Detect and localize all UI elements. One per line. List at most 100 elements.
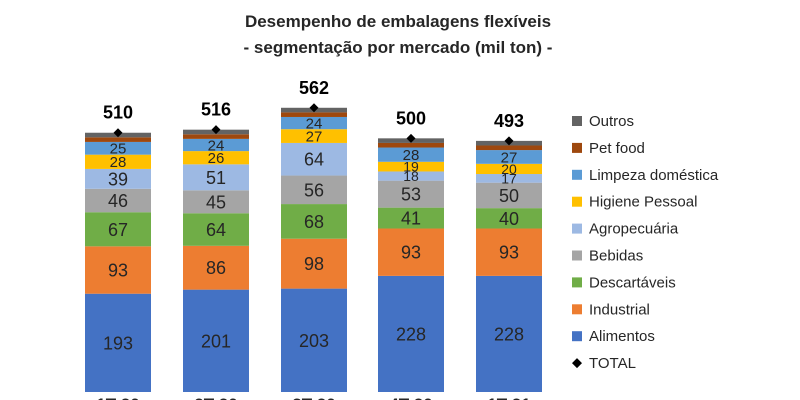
chart-subtitle: - segmentação por mercado (mil ton) - (244, 38, 553, 57)
total-label-2t-20: 516 (201, 100, 231, 120)
data-label-industrial-3t-20: 98 (304, 254, 324, 274)
legend-item-alimentos: Alimentos (572, 328, 655, 345)
bar-limpeza-domestica-3t-20 (281, 116, 347, 130)
bar-higiene-pessoal-4t-20 (378, 161, 444, 172)
bar-alimentos-1t-20 (85, 293, 151, 392)
bar-agropecuaria-3t-20 (281, 142, 347, 176)
bar-descartaveis-3t-20 (281, 204, 347, 239)
legend-swatch-higiene-pessoal (572, 196, 582, 207)
total-marker-3t-20 (309, 103, 319, 113)
bar-alimentos-1t-21 (476, 275, 542, 392)
bar-industrial-3t-20 (281, 238, 347, 289)
bar-industrial-1t-21 (476, 228, 542, 276)
bar-industrial-1t-20 (85, 246, 151, 294)
bar-pet-food-1t-21 (476, 145, 542, 151)
bar-alimentos-3t-20 (281, 288, 347, 392)
bar-alimentos-2t-20 (183, 289, 249, 392)
total-label-3t-20: 562 (299, 78, 329, 98)
legend-label-total: TOTAL (589, 355, 636, 372)
bar-higiene-pessoal-2t-20 (183, 151, 249, 165)
bar-bebidas-3t-20 (281, 175, 347, 205)
x-tick-label-4t-20: 4T 20 (389, 395, 432, 400)
data-label-higiene-pessoal-2t-20: 26 (208, 150, 225, 167)
data-label-industrial-2t-20: 86 (206, 258, 226, 278)
total-marker-4t-20 (406, 133, 416, 143)
data-label-industrial-1t-20: 93 (108, 261, 128, 281)
legend-marker-total (572, 358, 582, 369)
data-label-alimentos-1t-21: 228 (494, 324, 524, 344)
data-label-bebidas-3t-20: 56 (304, 180, 324, 200)
bar-agropecuaria-1t-20 (85, 168, 151, 189)
legend-item-agropecuaria: Agropecuária (572, 221, 679, 238)
legend-label-outros: Outros (589, 113, 634, 130)
legend-item-pet-food: Pet food (572, 140, 645, 157)
legend-swatch-bebidas (572, 250, 582, 261)
data-label-descartaveis-1t-21: 40 (499, 209, 519, 229)
legend-item-industrial: Industrial (572, 301, 650, 318)
data-label-agropecuaria-4t-20: 18 (403, 168, 419, 184)
bar-industrial-2t-20 (183, 245, 249, 290)
data-label-descartaveis-1t-20: 67 (108, 220, 128, 240)
x-tick-label-3t-20: 3T 20 (292, 395, 335, 400)
data-label-bebidas-4t-20: 53 (401, 185, 421, 205)
data-label-limpeza-domestica-1t-21: 27 (501, 149, 518, 166)
bar-limpeza-domestica-4t-20 (378, 147, 444, 162)
data-label-higiene-pessoal-4t-20: 19 (403, 159, 419, 175)
data-label-industrial-4t-20: 93 (401, 243, 421, 263)
legend-item-outros: Outros (572, 113, 634, 130)
legend-swatch-industrial (572, 304, 582, 315)
total-label-4t-20: 500 (396, 108, 426, 128)
bars-layer: 1939367463928255101T 2020186644551262451… (85, 78, 542, 400)
data-label-higiene-pessoal-1t-21: 20 (501, 161, 517, 177)
total-marker-1t-21 (504, 136, 514, 146)
x-tick-label-1t-21: 1T 21 (487, 395, 530, 400)
legend-swatch-outros (572, 116, 582, 126)
total-label-1t-20: 510 (103, 103, 133, 123)
legend-label-pet-food: Pet food (589, 140, 645, 157)
bar-descartaveis-1t-21 (476, 208, 542, 229)
total-label-1t-21: 493 (494, 111, 524, 131)
bar-pet-food-1t-20 (85, 137, 151, 142)
data-label-descartaveis-4t-20: 41 (401, 209, 421, 229)
data-label-agropecuaria-1t-21: 17 (501, 170, 517, 186)
data-label-limpeza-domestica-3t-20: 24 (306, 115, 323, 132)
legend-item-bebidas: Bebidas (572, 248, 643, 265)
legend-swatch-alimentos (572, 331, 582, 342)
bar-limpeza-domestica-1t-21 (476, 150, 542, 164)
data-label-agropecuaria-2t-20: 51 (206, 168, 226, 188)
legend-label-descartaveis: Descartáveis (589, 274, 676, 291)
data-label-alimentos-4t-20: 228 (396, 324, 426, 344)
legend-label-industrial: Industrial (589, 301, 650, 318)
bar-pet-food-4t-20 (378, 142, 444, 148)
bar-bebidas-1t-20 (85, 188, 151, 213)
bar-bebidas-4t-20 (378, 180, 444, 208)
bar-higiene-pessoal-3t-20 (281, 129, 347, 143)
data-label-descartaveis-2t-20: 64 (206, 220, 226, 240)
chart-title: Desempenho de embalagens flexíveis (245, 12, 551, 31)
legend: Outros Pet food Limpeza doméstica Higiene P… (572, 113, 719, 372)
legend-label-alimentos: Alimentos (589, 328, 655, 345)
data-label-limpeza-domestica-1t-20: 25 (110, 141, 127, 158)
data-label-limpeza-domestica-2t-20: 24 (208, 137, 225, 154)
bar-limpeza-domestica-1t-20 (85, 141, 151, 155)
data-label-industrial-1t-21: 93 (499, 243, 519, 263)
legend-item-descartaveis: Descartáveis (572, 274, 676, 291)
data-label-higiene-pessoal-1t-20: 28 (110, 154, 127, 171)
legend-label-agropecuaria: Agropecuária (589, 221, 679, 238)
legend-item-higiene-pessoal: Higiene Pessoal (572, 194, 697, 211)
legend-item-limpeza-domestica: Limpeza doméstica (572, 167, 719, 184)
data-label-higiene-pessoal-3t-20: 27 (306, 128, 323, 145)
legend-swatch-agropecuaria (572, 223, 582, 234)
legend-label-higiene-pessoal: Higiene Pessoal (589, 194, 697, 211)
bar-bebidas-1t-21 (476, 182, 542, 209)
bar-alimentos-4t-20 (378, 275, 444, 392)
bar-agropecuaria-2t-20 (183, 164, 249, 191)
legend-item-total: TOTAL (572, 355, 636, 372)
